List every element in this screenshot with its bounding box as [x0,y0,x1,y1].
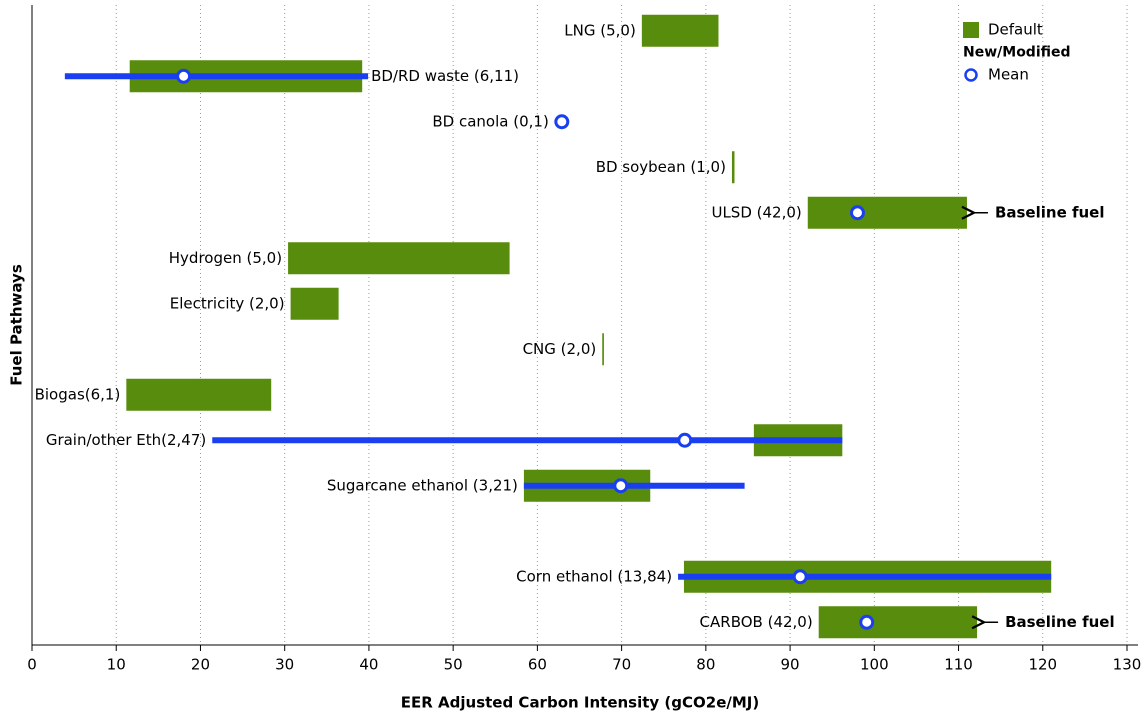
mean-marker [849,205,865,221]
category-label: Corn ethanol (13,84) [516,567,672,585]
x-tick-label: 20 [191,656,210,674]
category-label: BD soybean (1,0) [596,158,726,176]
x-tick-label: 100 [860,656,889,674]
x-tick-label: 90 [781,656,800,674]
x-tick-label: 0 [27,656,37,674]
category-label: Hydrogen (5,0) [169,249,282,267]
category-label: CARBOB (42,0) [700,613,813,631]
x-tick-label: 60 [528,656,547,674]
default-bar [807,196,967,229]
default-bar [641,14,719,47]
x-tick-label: 50 [444,656,463,674]
x-axis-label: EER Adjusted Carbon Intensity (gCO2e/MJ) [401,694,759,712]
mean-marker [859,614,875,630]
category-label: BD canola (0,1) [432,112,548,130]
x-tick-label: 80 [696,656,715,674]
default-bar [126,378,272,411]
default-bar [602,333,604,366]
legend-swatch [964,68,978,82]
x-tick-label: 40 [359,656,378,674]
legend-label: Mean [988,66,1029,84]
x-tick-label: 10 [107,656,126,674]
category-label: CNG (2,0) [523,340,597,358]
annotation: Baseline fuel [995,203,1105,221]
annotation: Baseline fuel [1005,613,1115,631]
default-bar [818,606,978,639]
category-label: BD/RD waste (6,11) [371,67,519,85]
mean-marker [677,432,693,448]
category-label: Grain/other Eth(2,47) [46,431,206,449]
x-tick-label: 110 [944,656,973,674]
mean-marker [176,68,192,84]
mean-marker [554,114,570,130]
x-tick-label: 120 [1028,656,1057,674]
y-axis-label: Fuel Pathways [8,264,26,386]
x-tick-label: 70 [612,656,631,674]
default-bar [288,242,510,275]
default-bar [290,287,339,320]
default-bar [731,151,735,184]
mean-marker [792,569,808,585]
mean-marker [613,478,629,494]
category-label: Biogas(6,1) [35,385,121,403]
category-label: LNG (5,0) [564,21,636,39]
x-tick-label: 130 [1113,656,1142,674]
legend-label: New/Modified [963,45,1071,61]
legend-swatch [963,22,979,38]
category-label: Sugarcane ethanol (3,21) [327,476,518,494]
category-label: Electricity (2,0) [170,294,285,312]
category-label: ULSD (42,0) [711,203,801,221]
x-tick-label: 30 [275,656,294,674]
legend-label: Default [988,21,1043,39]
